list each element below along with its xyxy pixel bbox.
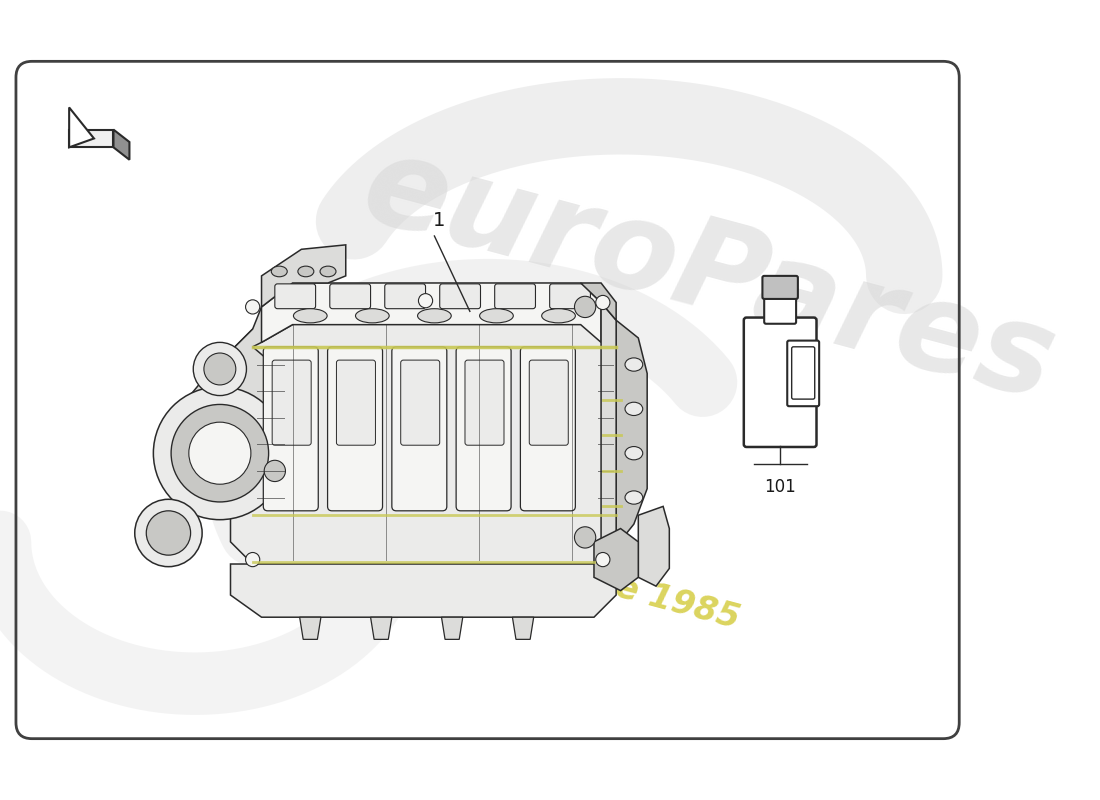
Circle shape <box>153 386 286 520</box>
Ellipse shape <box>625 446 642 460</box>
FancyBboxPatch shape <box>385 284 426 309</box>
FancyBboxPatch shape <box>400 360 440 446</box>
Polygon shape <box>262 283 601 342</box>
Polygon shape <box>262 245 345 307</box>
Polygon shape <box>69 130 113 147</box>
Circle shape <box>574 296 596 318</box>
FancyBboxPatch shape <box>392 347 447 511</box>
Polygon shape <box>69 107 94 147</box>
Polygon shape <box>581 283 616 320</box>
Text: 1: 1 <box>432 210 446 230</box>
Ellipse shape <box>625 358 642 371</box>
Ellipse shape <box>355 309 389 323</box>
Circle shape <box>194 342 246 395</box>
FancyBboxPatch shape <box>495 284 536 309</box>
Circle shape <box>596 553 609 566</box>
Circle shape <box>204 353 235 385</box>
FancyBboxPatch shape <box>330 284 371 309</box>
Polygon shape <box>513 618 534 639</box>
Ellipse shape <box>294 309 327 323</box>
Polygon shape <box>231 298 616 564</box>
Circle shape <box>189 422 251 484</box>
Ellipse shape <box>320 266 336 277</box>
Ellipse shape <box>272 266 287 277</box>
Ellipse shape <box>541 309 575 323</box>
Circle shape <box>574 526 596 548</box>
FancyBboxPatch shape <box>520 347 575 511</box>
FancyBboxPatch shape <box>263 347 318 511</box>
Circle shape <box>264 460 286 482</box>
FancyBboxPatch shape <box>762 276 798 299</box>
FancyBboxPatch shape <box>792 347 815 399</box>
FancyBboxPatch shape <box>328 347 383 511</box>
Polygon shape <box>371 618 392 639</box>
Circle shape <box>146 511 190 555</box>
FancyBboxPatch shape <box>744 318 816 447</box>
Ellipse shape <box>298 266 314 277</box>
Polygon shape <box>299 618 321 639</box>
FancyBboxPatch shape <box>465 360 504 446</box>
FancyBboxPatch shape <box>550 284 591 309</box>
Circle shape <box>418 294 432 308</box>
Circle shape <box>135 499 202 566</box>
Text: 101: 101 <box>764 478 796 496</box>
FancyBboxPatch shape <box>440 284 481 309</box>
FancyBboxPatch shape <box>456 347 512 511</box>
FancyBboxPatch shape <box>764 294 796 324</box>
Polygon shape <box>594 529 638 590</box>
Circle shape <box>596 295 609 310</box>
Polygon shape <box>638 506 669 586</box>
Polygon shape <box>601 302 616 559</box>
Polygon shape <box>113 130 130 160</box>
Ellipse shape <box>625 402 642 415</box>
Ellipse shape <box>625 491 642 504</box>
FancyBboxPatch shape <box>275 284 316 309</box>
FancyBboxPatch shape <box>788 341 820 406</box>
Ellipse shape <box>480 309 514 323</box>
FancyBboxPatch shape <box>337 360 375 446</box>
Polygon shape <box>616 320 647 546</box>
Polygon shape <box>186 283 293 506</box>
Circle shape <box>245 553 260 566</box>
Text: a passion since 1985: a passion since 1985 <box>356 502 744 635</box>
Polygon shape <box>231 546 616 618</box>
FancyBboxPatch shape <box>529 360 569 446</box>
Text: euroPares: euroPares <box>351 126 1068 426</box>
Circle shape <box>245 300 260 314</box>
Ellipse shape <box>418 309 451 323</box>
Polygon shape <box>441 618 463 639</box>
FancyBboxPatch shape <box>272 360 311 446</box>
Circle shape <box>172 405 268 502</box>
